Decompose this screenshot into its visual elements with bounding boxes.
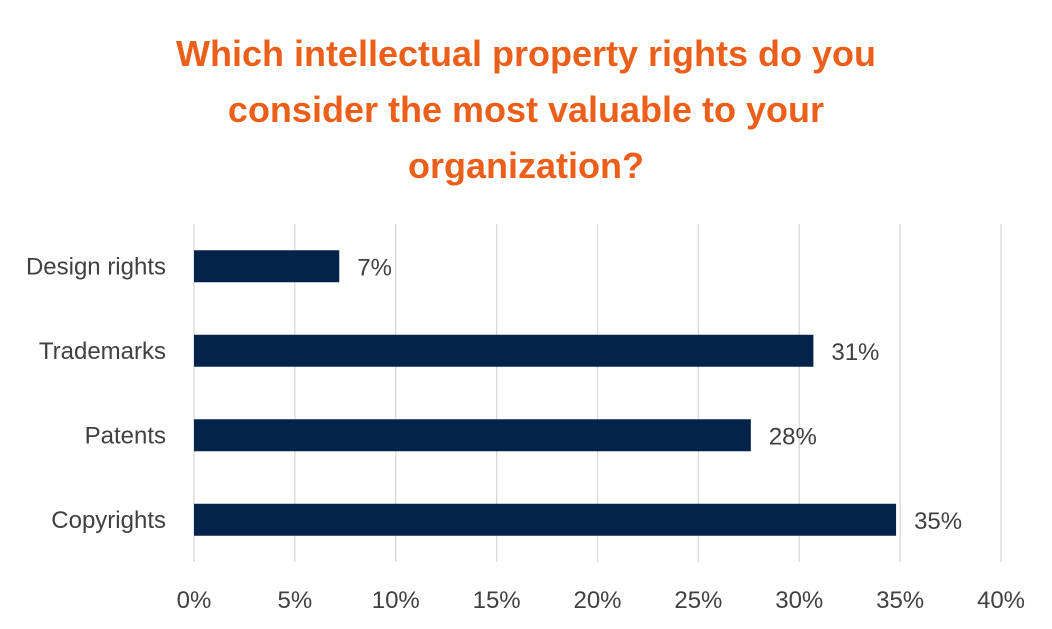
data-label: 35% (914, 508, 962, 535)
chart-title-line: organization? (408, 145, 644, 186)
x-tick-label: 30% (775, 587, 823, 614)
x-tick-label: 35% (876, 587, 924, 614)
x-tick-label: 20% (573, 587, 621, 614)
x-tick-label: 0% (177, 587, 212, 614)
chart-title-line: consider the most valuable to your (227, 89, 825, 130)
bar (194, 419, 751, 452)
category-label: Copyrights (51, 507, 166, 534)
category-labels: Design rights Trademarks Patents Copyrights (26, 253, 166, 534)
x-axis-tick-labels: 0% 5% 10% 15% 20% 25% 30% 35% 40% (177, 587, 1025, 614)
bars (194, 250, 897, 536)
category-label: Design rights (26, 253, 166, 280)
x-tick-label: 40% (977, 587, 1025, 614)
category-label: Patents (85, 422, 166, 449)
chart-title: Which intellectual property rights do yo… (0, 26, 1052, 194)
bar (194, 334, 814, 367)
x-tick-label: 25% (674, 587, 722, 614)
data-label: 28% (769, 423, 817, 450)
data-labels: 7% 31% 28% 35% (357, 254, 962, 535)
category-label: Trademarks (39, 338, 166, 365)
bar (194, 250, 340, 283)
x-tick-label: 5% (278, 587, 313, 614)
chart-title-line: Which intellectual property rights do yo… (175, 33, 877, 74)
x-tick-label: 10% (372, 587, 420, 614)
x-tick-label: 15% (473, 587, 521, 614)
data-label: 31% (831, 339, 879, 366)
bar (194, 503, 897, 536)
data-label: 7% (357, 254, 392, 281)
